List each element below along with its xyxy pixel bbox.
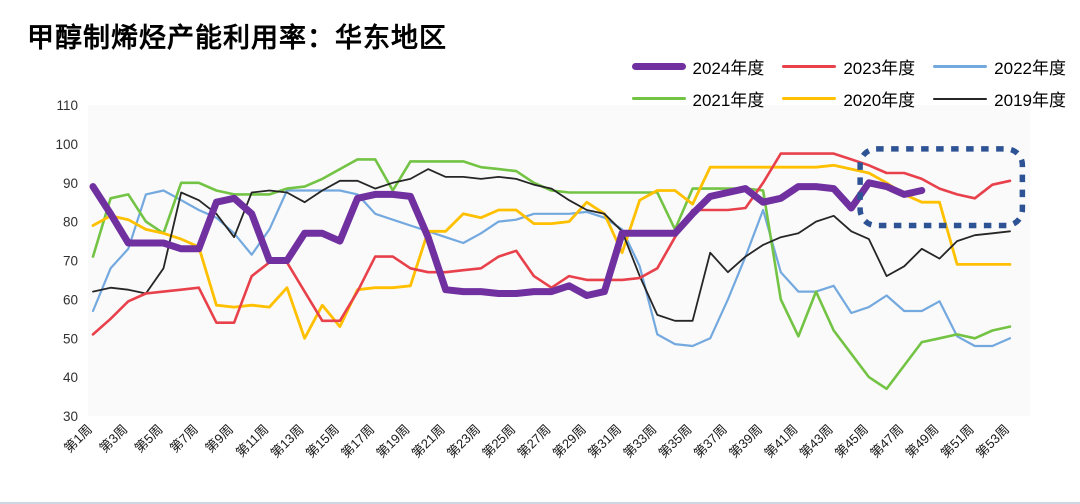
x-axis-tick-label: 第15周 xyxy=(303,422,342,461)
x-axis-tick-label: 第13周 xyxy=(268,422,307,461)
x-axis-tick-label: 第49周 xyxy=(902,422,941,461)
x-axis-tick-label: 第1周 xyxy=(61,422,95,456)
line-swatch-2024 xyxy=(631,63,686,70)
series-line-2024年度 xyxy=(89,179,926,299)
line-swatch-2019 xyxy=(933,97,988,100)
x-axis-tick-label: 第5周 xyxy=(132,422,166,456)
legend-label: 2020年度 xyxy=(843,91,916,110)
legend-label: 2023年度 xyxy=(843,59,916,78)
y-axis-tick-label: 80 xyxy=(63,215,78,230)
legend-item-2020[interactable]: 2020年度 xyxy=(782,86,915,111)
x-axis-tick-label: 第21周 xyxy=(409,422,448,461)
x-axis-tick-label: 第9周 xyxy=(202,422,236,456)
x-axis-tick-label: 第41周 xyxy=(761,422,800,461)
y-axis-tick-label: 30 xyxy=(63,409,78,424)
x-axis-tick-label: 第7周 xyxy=(167,422,201,456)
plot-area xyxy=(88,105,1030,416)
x-axis-tick-label: 第43周 xyxy=(797,422,836,461)
x-axis-tick-label: 第19周 xyxy=(373,422,412,461)
highlight-dashed-box xyxy=(857,146,1026,229)
x-axis-tick-label: 第35周 xyxy=(655,422,694,461)
x-axis-tick-label: 第37周 xyxy=(691,422,730,461)
series-line-2021年度 xyxy=(91,158,1012,391)
legend-label: 2024年度 xyxy=(692,59,765,78)
line-swatch-2022 xyxy=(933,65,988,68)
legend-label: 2021年度 xyxy=(692,91,765,110)
x-axis-tick-label: 第51周 xyxy=(938,422,977,461)
legend-item-2023[interactable]: 2023年度 xyxy=(782,54,915,79)
legend-item-2024[interactable]: 2024年度 xyxy=(631,54,765,79)
x-axis-tick-label: 第33周 xyxy=(620,422,659,461)
series-line-2023年度 xyxy=(91,152,1012,336)
legend-label: 2019年度 xyxy=(994,91,1066,110)
y-axis-tick-label: 90 xyxy=(63,176,78,191)
y-axis-tick-label: 50 xyxy=(63,331,78,346)
legend-item-2021[interactable]: 2021年度 xyxy=(631,86,765,111)
y-axis-tick-label: 40 xyxy=(63,370,78,385)
x-axis-tick-label: 第3周 xyxy=(96,422,130,456)
chart-title: 甲醇制烯烃产能利用率：华东地区 xyxy=(27,23,447,53)
y-axis-tick-label: 70 xyxy=(63,254,78,269)
y-axis-tick-label: 60 xyxy=(63,292,78,307)
x-axis-tick-label: 第53周 xyxy=(973,422,1012,461)
legend-label: 2022年度 xyxy=(994,59,1066,78)
line-swatch-2021 xyxy=(631,97,686,100)
x-axis-tick-label: 第29周 xyxy=(550,422,589,461)
x-axis-tick-label: 第47周 xyxy=(867,422,906,461)
x-axis-tick-label: 第11周 xyxy=(233,422,272,461)
y-axis-tick-label: 110 xyxy=(56,98,78,113)
line-swatch-2023 xyxy=(782,65,837,68)
series-line-2022年度 xyxy=(91,189,1012,348)
series-line-2020年度 xyxy=(91,163,1012,340)
chart-legend: 2024年度 2023年度 2022年度 2021年度 2020年度 xyxy=(631,54,1066,111)
legend-row: 2021年度 2020年度 2019年度 xyxy=(631,86,1066,111)
line-swatch-2020 xyxy=(782,97,837,100)
x-axis-tick-label: 第25周 xyxy=(479,422,518,461)
x-axis-tick-label: 第23周 xyxy=(444,422,483,461)
legend-item-2019[interactable]: 2019年度 xyxy=(933,86,1066,111)
x-axis-tick-label: 第27周 xyxy=(514,422,553,461)
x-axis-tick-label: 第45周 xyxy=(832,422,871,461)
x-axis-tick-label: 第31周 xyxy=(585,422,624,461)
y-axis-tick-label: 100 xyxy=(55,137,78,152)
x-axis-tick-label: 第17周 xyxy=(338,422,377,461)
legend-row: 2024年度 2023年度 2022年度 xyxy=(631,54,1066,79)
x-axis-tick-label: 第39周 xyxy=(726,422,765,461)
legend-item-2022[interactable]: 2022年度 xyxy=(933,54,1066,79)
